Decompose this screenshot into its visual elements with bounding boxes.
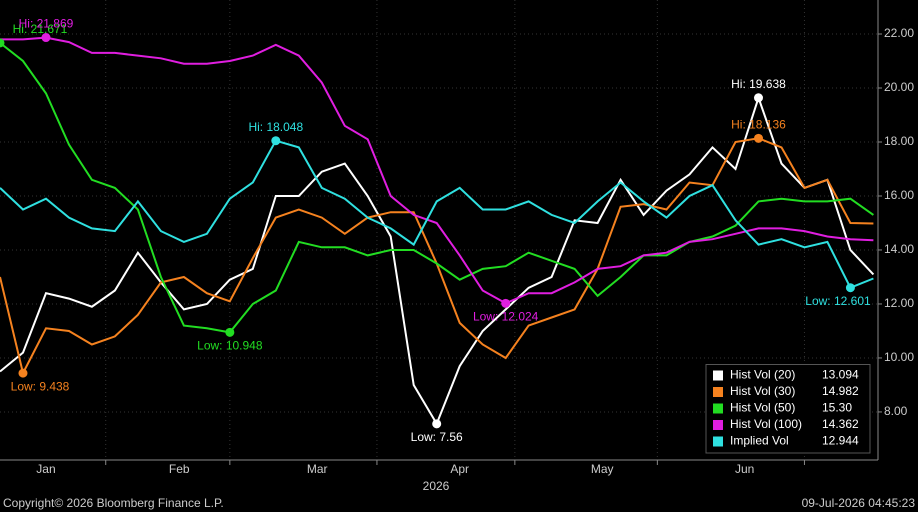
legend-value: 14.362 (822, 417, 859, 431)
legend-label: Hist Vol (30) (730, 384, 795, 398)
annotation-marker (432, 419, 442, 429)
annotation-label: Low: 10.948 (197, 339, 263, 353)
footer-copyright: Copyright© 2026 Bloomberg Finance L.P. (3, 496, 224, 510)
legend-swatch (713, 420, 723, 430)
y-tick-label: 22.00 (884, 26, 914, 40)
x-tick-label: Mar (307, 462, 328, 476)
annotation-label: Hi: 18.048 (248, 120, 303, 134)
legend-swatch (713, 403, 723, 414)
y-tick-label: 14.00 (884, 242, 914, 256)
annotation-label: Hi: 19.638 (731, 77, 786, 91)
annotation-label: Hi: 21.869 (19, 17, 74, 31)
annotation-label: Low: 7.56 (411, 430, 463, 444)
annotation-marker (225, 327, 235, 337)
annotation-label: Low: 12.024 (473, 309, 539, 323)
annotation-label: Low: 9.438 (11, 379, 70, 393)
legend-box (705, 364, 871, 454)
legend-value: 13.094 (822, 368, 859, 382)
legend-value: 12.944 (822, 434, 859, 448)
y-tick-label: 10.00 (884, 350, 914, 364)
x-tick-label: Jan (36, 462, 55, 476)
legend-label: Hist Vol (50) (730, 401, 795, 415)
x-tick-label: Feb (169, 462, 190, 476)
x-tick-label: Jun (735, 462, 754, 476)
x-tick-label: Apr (450, 462, 469, 476)
annotation-label: Hi: 18.136 (731, 117, 786, 131)
legend-label: Hist Vol (100) (730, 417, 802, 431)
series-line (0, 42, 874, 334)
annotation-marker (753, 93, 763, 103)
y-tick-label: 20.00 (884, 80, 914, 94)
legend-swatch (713, 370, 723, 381)
series-line (0, 36, 874, 305)
legend-value: 14.982 (822, 384, 859, 398)
y-tick-label: 16.00 (884, 188, 914, 202)
x-tick-label: May (591, 462, 614, 476)
legend-label: Implied Vol (730, 434, 789, 448)
annotation-marker (18, 368, 28, 378)
annotation-marker (41, 33, 51, 43)
annotation-label: Low: 12.601 (805, 294, 871, 308)
series-line (0, 139, 874, 289)
legend-swatch (713, 387, 723, 397)
x-axis-label: 2026 (423, 479, 450, 493)
legend-label: Hist Vol (20) (730, 368, 795, 382)
annotation-marker (753, 133, 763, 143)
legend-swatch (713, 436, 723, 447)
y-tick-label: 8.00 (884, 404, 908, 418)
annotation-marker (501, 298, 511, 308)
footer-timestamp: 09-Jul-2026 04:45:23 (802, 496, 916, 510)
annotation-label: Hi: 21.671 (13, 22, 68, 36)
y-tick-label: 12.00 (884, 296, 914, 310)
legend-value: 15.30 (822, 401, 852, 415)
annotation-marker (271, 136, 281, 146)
y-tick-label: 18.00 (884, 134, 914, 148)
annotation-marker (845, 283, 855, 293)
annotation-marker (0, 38, 5, 48)
